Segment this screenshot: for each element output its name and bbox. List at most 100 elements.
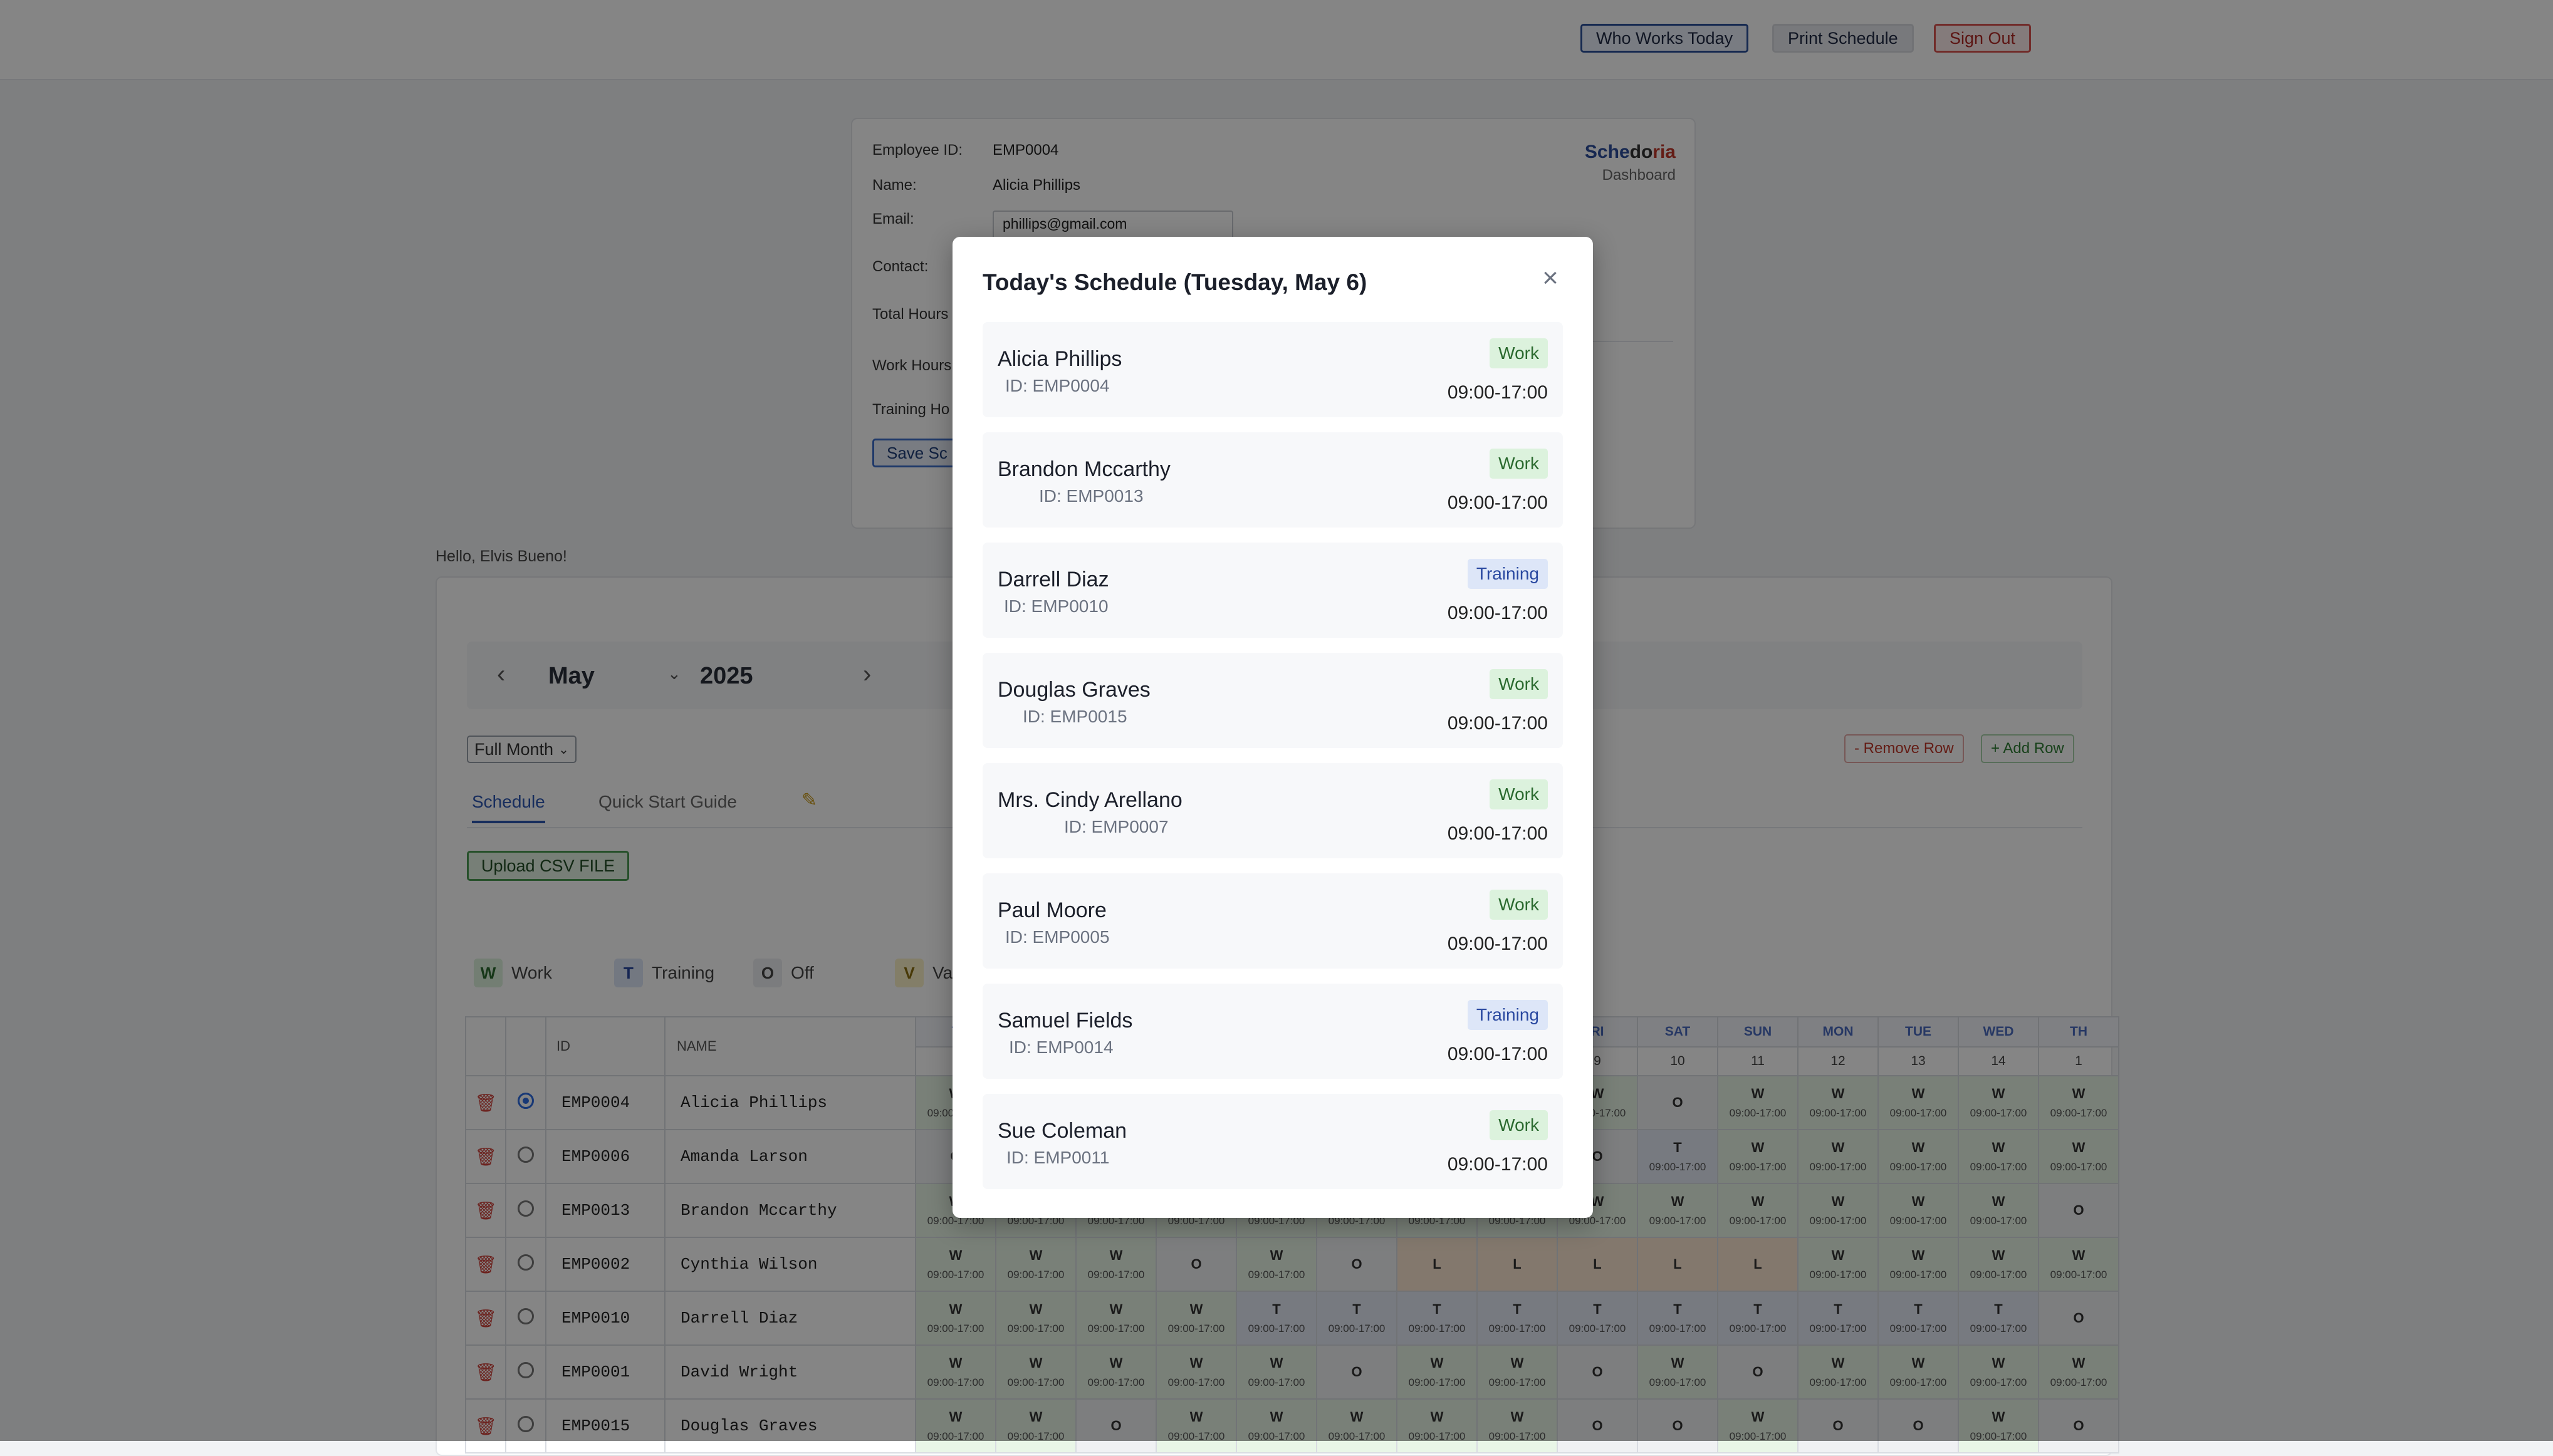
close-icon[interactable]: ×: [1542, 263, 1558, 293]
schedule-cell[interactable]: O: [1316, 1237, 1397, 1292]
row-radio[interactable]: [518, 1093, 534, 1109]
who-works-today-button[interactable]: Who Works Today: [1580, 24, 1749, 53]
schedule-cell[interactable]: O: [2038, 1291, 2119, 1346]
row-radio[interactable]: [518, 1147, 534, 1163]
row-radio[interactable]: [518, 1254, 534, 1271]
schedule-cell[interactable]: T 09:00-17:00: [1877, 1291, 1959, 1346]
chevron-down-icon[interactable]: ⌄: [667, 664, 681, 683]
remove-row-button[interactable]: - Remove Row: [1844, 734, 1964, 763]
schedule-entry-card: Alicia Phillips ID: EMP0004 Work 09:00-17:0…: [983, 322, 1563, 417]
sign-out-button[interactable]: Sign Out: [1934, 24, 2032, 53]
schedule-cell[interactable]: T 09:00-17:00: [1236, 1291, 1317, 1346]
schedule-cell[interactable]: L: [1476, 1237, 1558, 1292]
print-schedule-button[interactable]: Print Schedule: [1772, 24, 1914, 53]
schedule-cell[interactable]: O: [2038, 1183, 2119, 1238]
schedule-cell[interactable]: O: [1316, 1344, 1397, 1400]
trash-icon[interactable]: 🗑: [474, 1200, 497, 1220]
schedule-cell[interactable]: T 09:00-17:00: [1958, 1291, 2039, 1346]
tab-schedule[interactable]: Schedule: [472, 792, 545, 823]
schedule-cell[interactable]: O: [1637, 1075, 1718, 1130]
chevron-right-icon[interactable]: ›: [863, 660, 872, 688]
trash-icon[interactable]: 🗑: [474, 1416, 497, 1436]
trash-icon[interactable]: 🗑: [474, 1147, 497, 1167]
schedule-cell[interactable]: O: [1156, 1237, 1237, 1292]
month-select[interactable]: May: [548, 663, 595, 689]
schedule-cell[interactable]: T 09:00-17:00: [1476, 1291, 1558, 1346]
schedule-cell[interactable]: L: [1637, 1237, 1718, 1292]
row-name: Darrell Diaz: [664, 1291, 916, 1346]
row-radio[interactable]: [518, 1362, 534, 1378]
schedule-cell[interactable]: T 09:00-17:00: [1396, 1291, 1478, 1346]
year-value[interactable]: 2025: [700, 663, 753, 689]
schedule-cell[interactable]: L: [1396, 1237, 1478, 1292]
row-radio[interactable]: [518, 1416, 534, 1432]
email-field[interactable]: phillips@gmail.com: [993, 211, 1233, 241]
schedule-cell[interactable]: L: [1717, 1237, 1799, 1292]
chevron-left-icon[interactable]: ‹: [497, 660, 506, 688]
schedule-cell[interactable]: T 09:00-17:00: [1637, 1129, 1718, 1184]
trash-icon[interactable]: 🗑: [474, 1308, 497, 1328]
schedule-entry-card: Paul Moore ID: EMP0005 Work 09:00-17:00: [983, 873, 1563, 969]
trash-icon[interactable]: 🗑: [474, 1254, 497, 1274]
schedule-cell[interactable]: T 09:00-17:00: [1316, 1291, 1397, 1346]
upload-csv-button[interactable]: Upload CSV FILE: [467, 851, 630, 881]
view-select[interactable]: Full Month ⌄: [467, 736, 577, 763]
schedule-cell[interactable]: L: [1557, 1237, 1638, 1292]
row-radio[interactable]: [518, 1308, 534, 1324]
schedule-cell[interactable]: T 09:00-17:00: [1637, 1291, 1718, 1346]
schedule-cell[interactable]: T 09:00-17:00: [1717, 1291, 1799, 1346]
add-row-button[interactable]: + Add Row: [1981, 734, 2074, 763]
edit-icon[interactable]: ✎: [801, 790, 818, 811]
trash-icon[interactable]: 🗑: [474, 1362, 497, 1382]
trash-icon[interactable]: 🗑: [474, 1093, 497, 1113]
schedule-cell[interactable]: O: [1717, 1344, 1799, 1400]
row-radio[interactable]: [518, 1200, 534, 1217]
schedule-cell[interactable]: O: [1557, 1344, 1638, 1400]
schedule-cell[interactable]: T 09:00-17:00: [1557, 1291, 1638, 1346]
entry-type-badge: Training: [1467, 1000, 1548, 1030]
tab-quick-start[interactable]: Quick Start Guide: [598, 792, 737, 811]
schedule-cell[interactable]: T 09:00-17:00: [1797, 1291, 1879, 1346]
schedule-entry-card: Samuel Fields ID: EMP0014 Training 09:00-17…: [983, 984, 1563, 1079]
save-schedule-button[interactable]: Save Sc: [872, 439, 962, 467]
